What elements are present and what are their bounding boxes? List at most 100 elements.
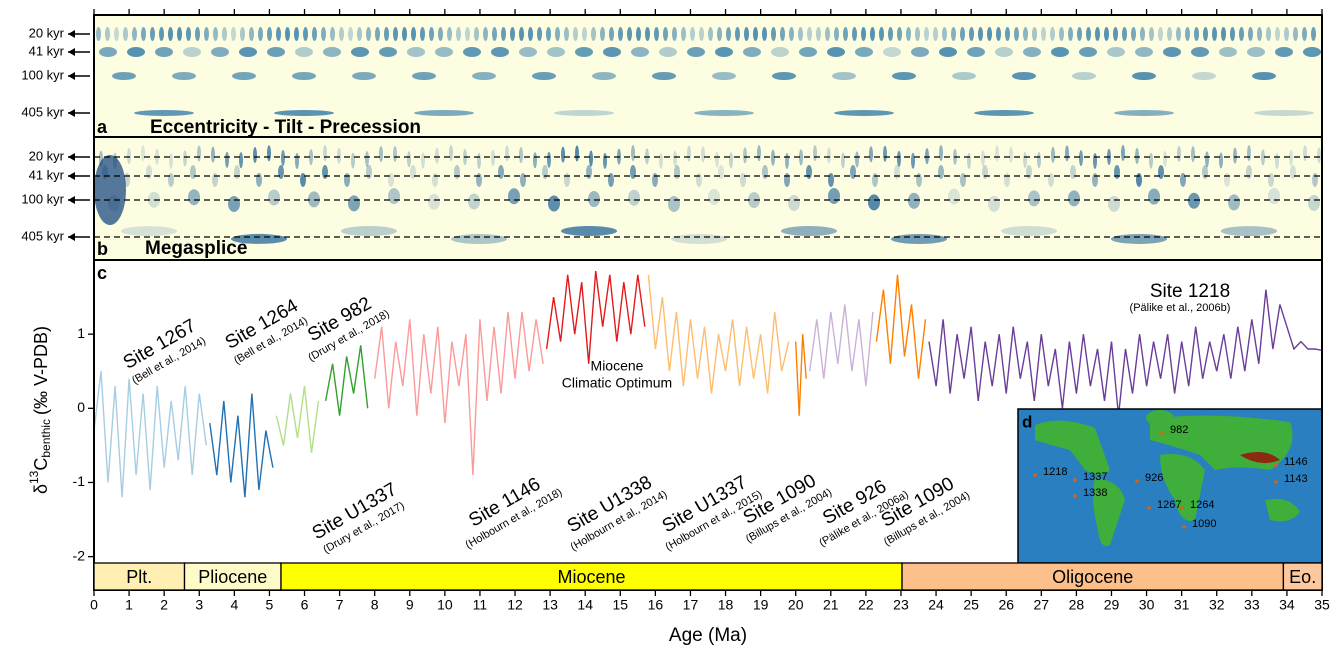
- spectrum-blob: [294, 27, 299, 41]
- spectrum-blob: [618, 27, 623, 41]
- spectrum-blob: [232, 72, 256, 80]
- spectrum-blob: [726, 27, 731, 41]
- spectrum-blob: [548, 195, 560, 212]
- x-tick-label: 15: [612, 597, 628, 613]
- spectrum-blob: [915, 27, 920, 41]
- spectrum-blob: [410, 165, 416, 180]
- spectrum-blob: [925, 148, 929, 165]
- map-site-dot: [1147, 506, 1151, 510]
- spectrum-blob: [652, 72, 676, 80]
- spectrum-blob: [211, 47, 229, 57]
- spectrum-blob: [1121, 145, 1125, 162]
- spectrum-blob: [806, 165, 812, 180]
- spectrum-blob: [995, 145, 999, 162]
- spectrum-blob: [554, 110, 614, 116]
- period-label: 100 kyr: [21, 67, 64, 82]
- spectrum-blob: [519, 147, 523, 164]
- x-tick-label: 0: [90, 597, 98, 613]
- spectrum-blob: [1224, 172, 1230, 187]
- x-tick-label: 14: [577, 597, 593, 613]
- spectrum-blob: [1311, 27, 1316, 41]
- spectrum-blob: [564, 27, 569, 41]
- spectrum-blob: [274, 110, 334, 116]
- spectrum-blob: [1107, 47, 1125, 57]
- y-tick-label: 1: [77, 325, 85, 341]
- spectrum-blob: [654, 27, 659, 41]
- spectrum-blob: [99, 47, 117, 57]
- spectrum-blob: [1303, 47, 1321, 57]
- spectrum-blob: [852, 27, 857, 41]
- spectrum-blob: [1079, 150, 1083, 167]
- epoch-bar: [1282, 562, 1323, 591]
- spectrum-blob: [911, 152, 915, 169]
- spectrum-blob: [952, 72, 976, 80]
- spectrum-blob: [197, 145, 201, 162]
- spectrum-blob: [897, 150, 901, 167]
- spectrum-blob: [267, 27, 272, 41]
- spectrum-blob: [344, 172, 350, 187]
- map-site-label: 926: [1145, 472, 1163, 484]
- spectrum-blob: [1268, 172, 1274, 187]
- spectrum-blob: [788, 194, 800, 211]
- spectrum-blob: [1070, 165, 1076, 180]
- spectrum-blob: [292, 72, 316, 80]
- spectrum-blob: [438, 27, 443, 41]
- x-tick-label: 9: [406, 597, 414, 613]
- panel-letter: b: [97, 239, 108, 259]
- x-tick-label: 16: [648, 597, 664, 613]
- panel-title: Eccentricity - Tilt - Precession: [150, 117, 421, 138]
- period-label: 100 kyr: [21, 191, 64, 206]
- spectrum-blob: [212, 172, 218, 187]
- y-label-part: 13: [27, 470, 41, 484]
- spectrum-blob: [659, 152, 663, 169]
- spectrum-blob: [300, 172, 306, 187]
- spectrum-blob: [967, 47, 985, 57]
- spectrum-blob: [1041, 27, 1046, 41]
- spectrum-blob: [402, 27, 407, 41]
- spectrum-blob: [1284, 27, 1289, 41]
- spectrum-blob: [772, 72, 796, 80]
- spectrum-blob: [121, 226, 177, 237]
- spectrum-blob: [267, 47, 285, 57]
- map-site-label: 1267: [1157, 499, 1181, 511]
- spectrum-blob: [1308, 194, 1320, 211]
- spectrum-blob: [1233, 147, 1237, 164]
- spectrum-blob: [1158, 165, 1164, 180]
- spectrum-blob: [542, 165, 548, 180]
- spectrum-blob: [799, 47, 817, 57]
- spectrum-blob: [582, 27, 587, 41]
- spectrum-blob: [1257, 27, 1262, 41]
- spectrum-blob: [295, 152, 299, 169]
- period-arrowhead: [68, 72, 75, 80]
- spectrum-blob: [1050, 27, 1055, 41]
- spectrum-blob: [1072, 72, 1096, 80]
- spectrum-blob: [694, 110, 754, 116]
- map-site-dot: [1073, 478, 1077, 482]
- spectrum-blob: [988, 195, 1000, 212]
- annotation: Climatic Optimum: [562, 375, 672, 391]
- spectrum-blob: [258, 27, 263, 41]
- x-tick-label: 34: [1279, 597, 1295, 613]
- spectrum-blob: [668, 195, 680, 212]
- map-site-label: 982: [1170, 424, 1188, 436]
- spectrum-blob: [195, 27, 200, 41]
- spectrum-blob: [172, 72, 196, 80]
- spectrum-blob: [1252, 72, 1276, 80]
- x-tick-label: 10: [437, 597, 453, 613]
- spectrum-blob: [141, 27, 146, 41]
- spectrum-blob: [718, 165, 724, 180]
- spectrum-blob: [1023, 47, 1041, 57]
- spectrum-blob: [366, 27, 371, 41]
- spectrum-blob: [780, 27, 785, 41]
- period-label: 20 kyr: [29, 25, 65, 40]
- spectrum-blob: [1266, 27, 1271, 41]
- spectrum-blob: [348, 195, 360, 212]
- epoch-bar: [901, 562, 1285, 591]
- spectrum-blob: [1026, 165, 1032, 180]
- spectrum-blob: [96, 27, 101, 41]
- spectrum-blob: [1065, 145, 1069, 162]
- spectrum-blob: [717, 27, 722, 41]
- spectrum-blob: [141, 145, 145, 162]
- series-line: [374, 311, 544, 476]
- map-highland: [1240, 451, 1280, 464]
